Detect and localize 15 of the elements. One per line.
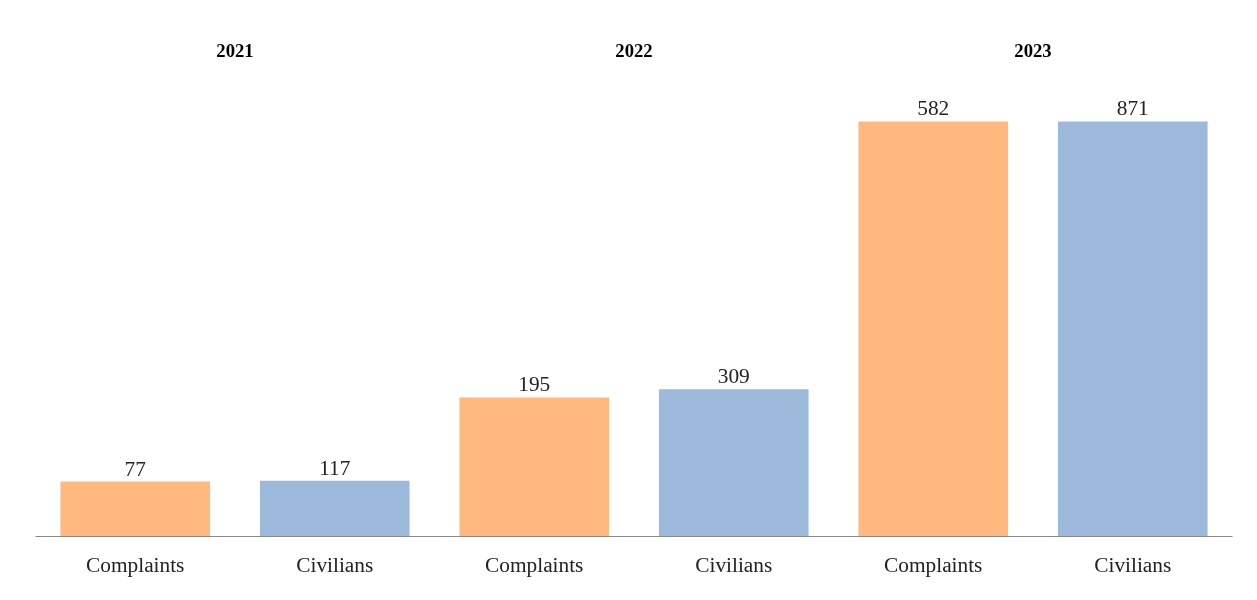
data-label: 195 <box>518 372 551 397</box>
x-tick-label: Civilians <box>695 552 773 577</box>
x-tick-label: Complaints <box>485 552 584 577</box>
x-tick-label: Civilians <box>1094 552 1172 577</box>
text: 2021 <box>216 39 254 61</box>
text: 2022 <box>615 39 653 61</box>
x-tick-label: Complaints <box>86 552 185 577</box>
data-label: 582 <box>917 96 950 121</box>
data-label: 77 <box>124 456 147 481</box>
data-label: 309 <box>717 364 750 389</box>
data-label: 871 <box>1116 96 1149 121</box>
data-label: 117 <box>319 455 351 480</box>
x-tick-label: Complaints <box>884 552 983 577</box>
text: 2023 <box>1014 39 1052 61</box>
x-tick-label: Civilians <box>296 552 374 577</box>
